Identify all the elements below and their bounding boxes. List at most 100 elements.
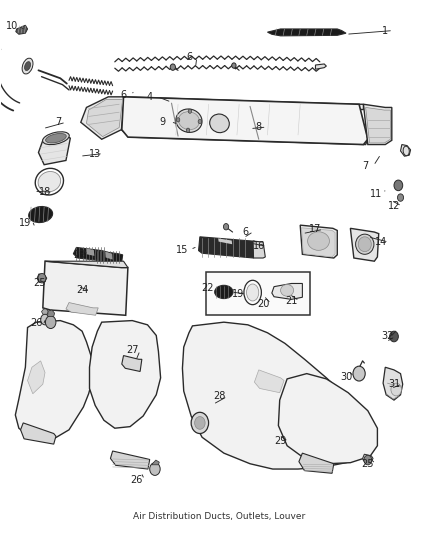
Text: 17: 17 — [309, 224, 321, 235]
Text: 19: 19 — [19, 218, 32, 228]
Text: Air Distribution Ducts, Outlets, Louver: Air Distribution Ducts, Outlets, Louver — [133, 512, 305, 521]
Polygon shape — [121, 97, 367, 144]
Ellipse shape — [42, 132, 69, 144]
Text: 26: 26 — [30, 318, 42, 328]
Text: 32: 32 — [380, 332, 393, 342]
Polygon shape — [350, 228, 378, 261]
Polygon shape — [45, 261, 127, 268]
Polygon shape — [86, 248, 94, 256]
Polygon shape — [121, 356, 141, 372]
Polygon shape — [47, 310, 54, 317]
Polygon shape — [110, 451, 149, 469]
Text: 12: 12 — [387, 201, 399, 211]
Circle shape — [191, 413, 208, 433]
Polygon shape — [94, 251, 122, 264]
Text: 13: 13 — [89, 149, 101, 158]
Ellipse shape — [307, 232, 328, 251]
Polygon shape — [151, 460, 159, 465]
Polygon shape — [315, 64, 325, 69]
Text: 21: 21 — [285, 296, 297, 306]
Circle shape — [389, 331, 397, 342]
Circle shape — [363, 455, 371, 465]
Circle shape — [149, 463, 160, 475]
Text: 28: 28 — [213, 391, 225, 401]
Text: 31: 31 — [387, 379, 399, 389]
Text: 4: 4 — [146, 92, 152, 102]
Ellipse shape — [22, 58, 33, 74]
Polygon shape — [121, 128, 367, 144]
Ellipse shape — [209, 114, 229, 133]
Text: 22: 22 — [201, 282, 213, 293]
Text: 6: 6 — [185, 52, 191, 62]
Polygon shape — [362, 454, 372, 463]
Text: 8: 8 — [255, 122, 261, 132]
Polygon shape — [123, 97, 363, 110]
Circle shape — [390, 383, 400, 396]
Text: 19: 19 — [232, 289, 244, 299]
Circle shape — [176, 118, 180, 122]
Polygon shape — [16, 25, 28, 34]
Polygon shape — [15, 320, 93, 439]
Ellipse shape — [28, 206, 53, 223]
Circle shape — [46, 316, 56, 328]
Polygon shape — [271, 284, 302, 300]
Text: 26: 26 — [130, 475, 142, 484]
Ellipse shape — [246, 284, 258, 301]
Polygon shape — [86, 100, 122, 136]
Polygon shape — [365, 108, 390, 143]
Polygon shape — [301, 228, 334, 257]
Ellipse shape — [38, 172, 60, 192]
Text: 18: 18 — [39, 187, 51, 197]
Polygon shape — [37, 274, 47, 282]
Circle shape — [352, 366, 364, 381]
Circle shape — [188, 109, 191, 114]
Polygon shape — [254, 370, 283, 393]
Circle shape — [396, 194, 403, 201]
Ellipse shape — [357, 237, 371, 252]
Text: 6: 6 — [120, 90, 126, 100]
Text: 14: 14 — [374, 237, 386, 247]
Polygon shape — [399, 144, 410, 156]
Text: 24: 24 — [76, 285, 88, 295]
Text: 7: 7 — [362, 161, 368, 171]
Circle shape — [41, 314, 49, 325]
Ellipse shape — [402, 146, 408, 156]
Polygon shape — [218, 238, 232, 244]
Circle shape — [38, 273, 46, 283]
Text: 6: 6 — [242, 227, 248, 237]
Circle shape — [393, 180, 402, 191]
Polygon shape — [43, 261, 127, 316]
Circle shape — [231, 63, 236, 68]
Circle shape — [170, 64, 175, 70]
Polygon shape — [105, 252, 113, 260]
Polygon shape — [198, 237, 254, 258]
Bar — [205, 272, 310, 316]
Polygon shape — [182, 322, 369, 469]
Circle shape — [186, 128, 189, 132]
Ellipse shape — [355, 234, 373, 254]
Polygon shape — [39, 135, 70, 165]
Polygon shape — [300, 225, 336, 258]
Text: 25: 25 — [33, 278, 46, 288]
Polygon shape — [73, 247, 106, 261]
Polygon shape — [253, 241, 265, 258]
Ellipse shape — [214, 285, 233, 298]
Text: 16: 16 — [252, 241, 264, 252]
Text: 7: 7 — [55, 117, 61, 127]
Circle shape — [198, 119, 201, 124]
Polygon shape — [66, 303, 98, 316]
Text: 1: 1 — [381, 26, 388, 36]
Polygon shape — [89, 320, 160, 428]
Polygon shape — [21, 423, 56, 444]
Ellipse shape — [25, 62, 31, 70]
Polygon shape — [298, 453, 333, 473]
Polygon shape — [278, 374, 377, 464]
Polygon shape — [42, 309, 48, 314]
Ellipse shape — [280, 285, 293, 296]
Text: 10: 10 — [6, 21, 18, 31]
Text: 9: 9 — [159, 117, 166, 127]
Circle shape — [194, 417, 205, 429]
Text: 27: 27 — [126, 345, 138, 356]
Ellipse shape — [178, 111, 199, 130]
Polygon shape — [363, 104, 391, 144]
